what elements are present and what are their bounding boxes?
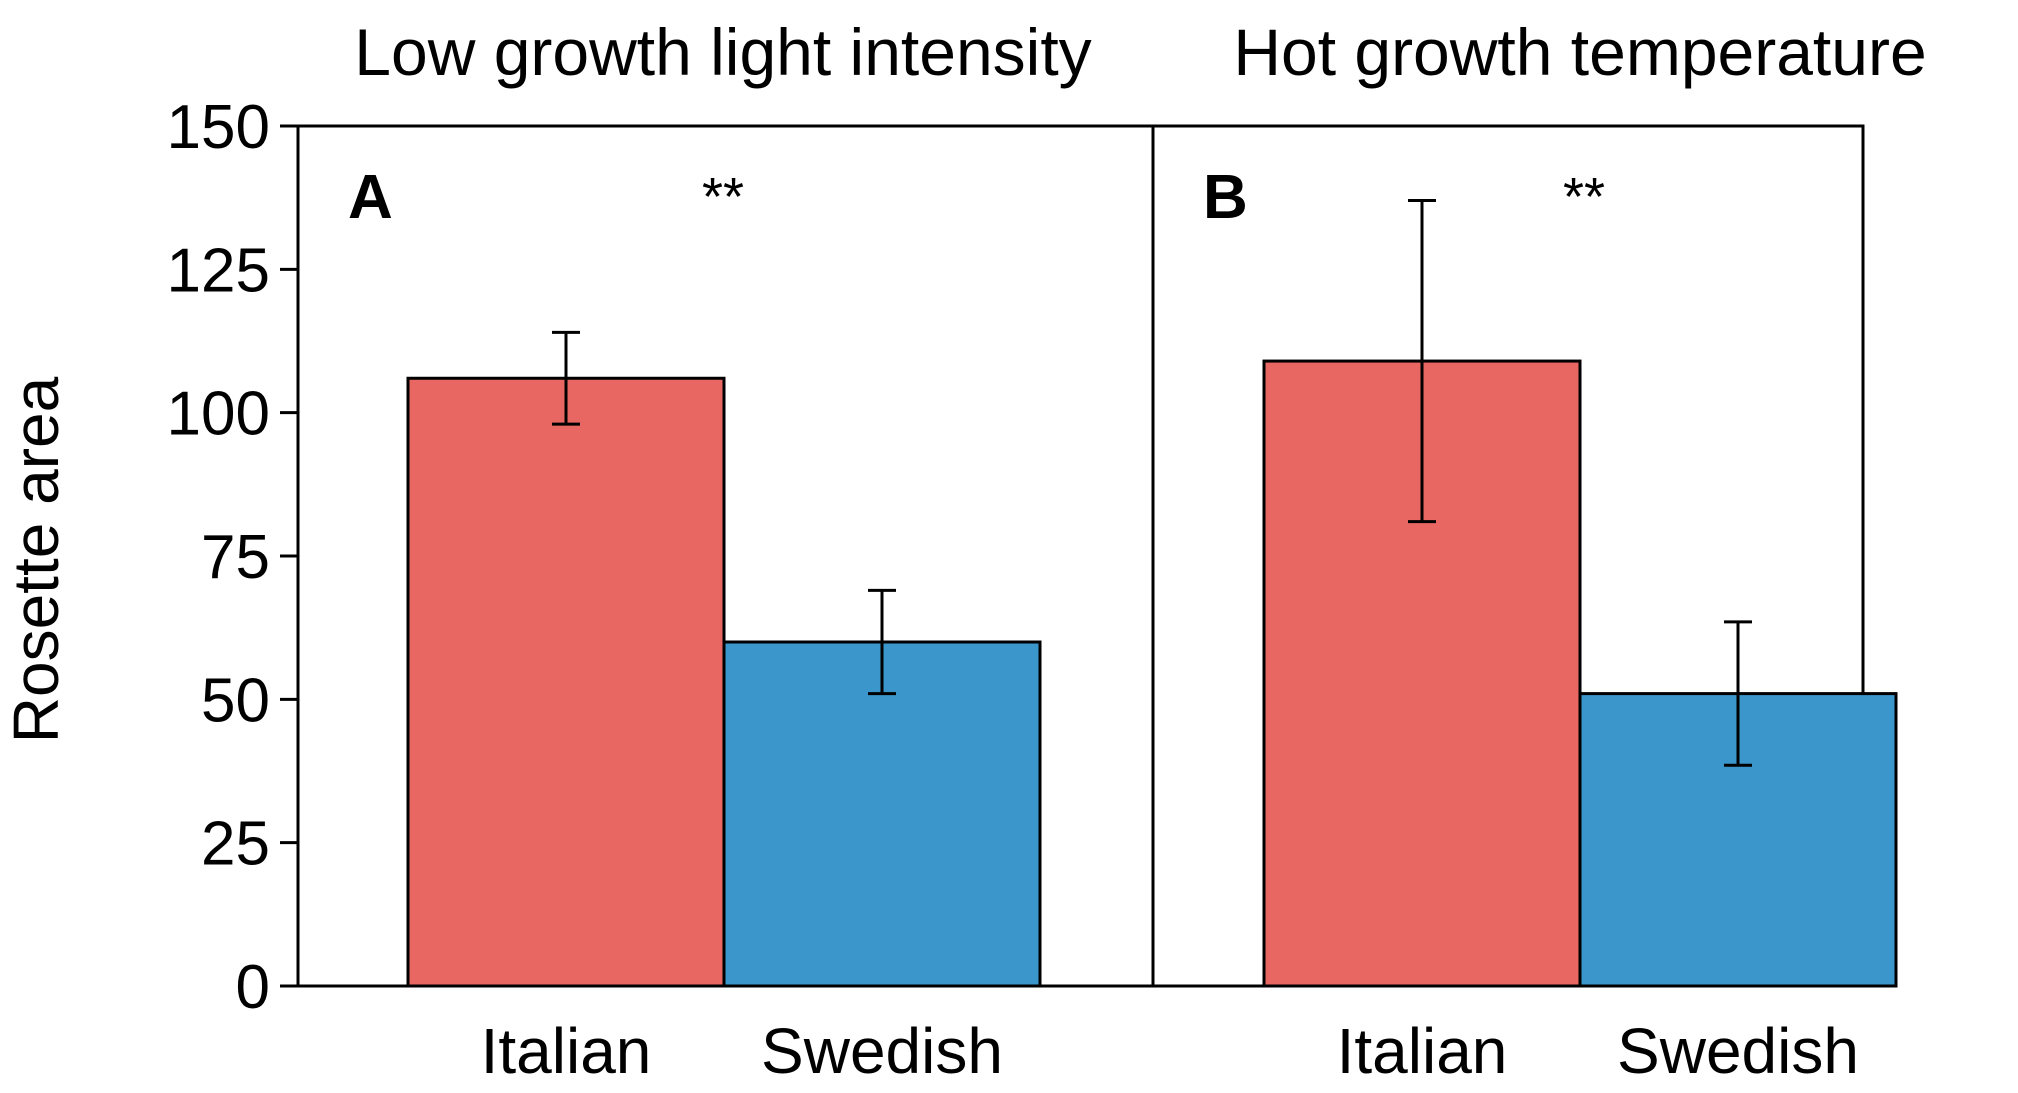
panel-b-significance: **: [1563, 167, 1605, 227]
bars-group: [406, 359, 1898, 988]
y-axis-label: Rosette area: [0, 376, 72, 743]
error-bar: [1724, 620, 1752, 767]
panel-a-title: Low growth light intensity: [354, 15, 1091, 89]
error-bar: [868, 588, 896, 696]
panel-b-title: Hot growth temperature: [1233, 15, 1926, 89]
category-label: Swedish: [761, 1015, 1003, 1087]
y-tick-label: 125: [167, 236, 270, 305]
y-tick-label: 75: [201, 523, 270, 592]
y-axis-ticks: 0 25 50 75 100 125 150: [167, 93, 298, 1022]
y-tick-label: 25: [201, 810, 270, 879]
y-tick-label: 100: [167, 380, 270, 449]
panel-a-significance: **: [702, 167, 744, 227]
y-tick-label: 150: [167, 93, 270, 162]
category-labels-group: Italian Swedish Italian Swedish: [481, 1015, 1859, 1087]
y-tick-label: 50: [201, 666, 270, 735]
category-label: Swedish: [1617, 1015, 1859, 1087]
error-bar: [1408, 199, 1436, 524]
error-bars-group: [552, 199, 1752, 767]
category-label: Italian: [481, 1015, 652, 1087]
bar-italian-a: [406, 376, 726, 988]
y-tick-label: 0: [236, 953, 270, 1022]
panel-b-letter: B: [1203, 163, 1248, 232]
panel-a-letter: A: [348, 163, 393, 232]
category-label: Italian: [1337, 1015, 1508, 1087]
error-bar: [552, 330, 580, 426]
